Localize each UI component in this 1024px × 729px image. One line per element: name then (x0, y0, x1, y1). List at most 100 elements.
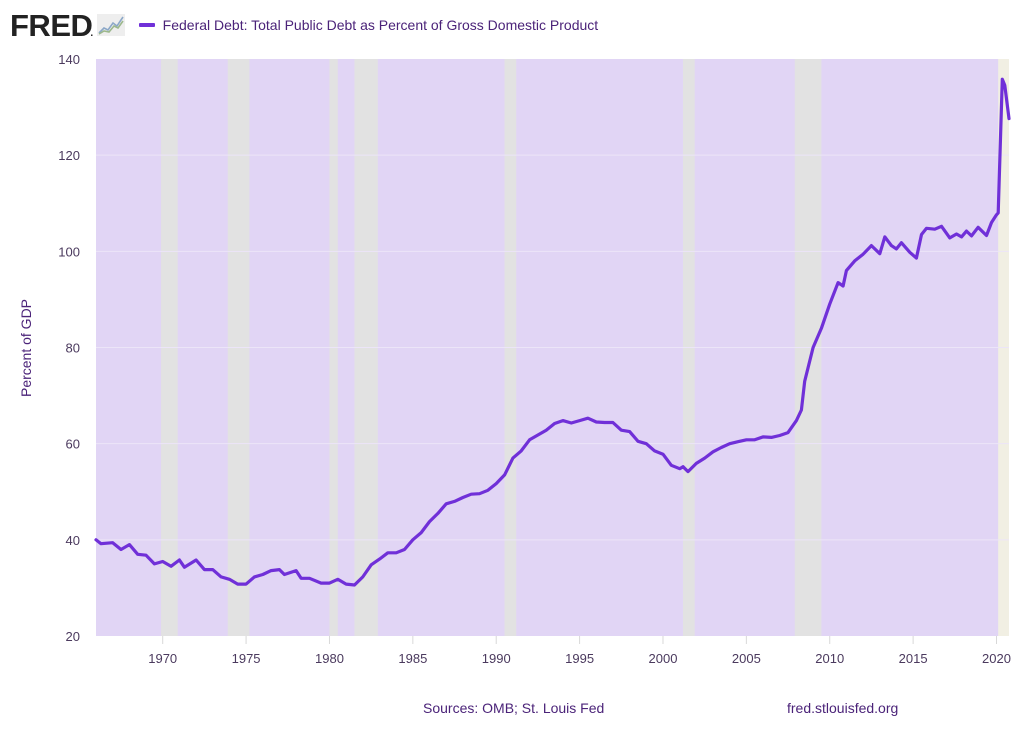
data-point (970, 235, 972, 237)
data-point (925, 227, 927, 229)
y-tick-label: 40 (66, 533, 80, 548)
data-point (395, 552, 397, 554)
data-point (995, 214, 997, 216)
data-point (920, 233, 922, 235)
data-point (800, 409, 802, 411)
data-point (620, 429, 622, 431)
data-point (320, 582, 322, 584)
data-point (345, 583, 347, 585)
data-point (960, 236, 962, 238)
data-point (328, 582, 330, 584)
x-tick-label: 1990 (482, 651, 511, 666)
data-point (136, 553, 138, 555)
data-point (237, 583, 239, 585)
data-point (412, 539, 414, 541)
data-point (111, 542, 113, 544)
data-point (687, 470, 689, 472)
data-point (370, 564, 372, 566)
data-point (337, 578, 339, 580)
legend-label[interactable]: Federal Debt: Total Public Debt as Perce… (162, 17, 599, 33)
x-tick-label: 2020 (982, 651, 1011, 666)
data-point (520, 450, 522, 452)
data-point (1001, 78, 1003, 80)
series-line[interactable] (94, 77, 1011, 587)
data-point (884, 236, 886, 238)
data-point (153, 563, 155, 565)
data-point (453, 500, 455, 502)
data-point (212, 568, 214, 570)
x-tick-label: 2000 (649, 651, 678, 666)
data-point (595, 421, 597, 423)
data-point (495, 482, 497, 484)
data-point (203, 568, 205, 570)
series-layer (94, 77, 1011, 587)
data-point (795, 419, 797, 421)
data-point (428, 520, 430, 522)
data-point (120, 548, 122, 550)
data-point (387, 552, 389, 554)
data-point (662, 453, 664, 455)
data-point (745, 439, 747, 441)
data-point (545, 429, 547, 431)
y-tick-label: 120 (58, 148, 80, 163)
data-point (170, 565, 172, 567)
y-tick-label: 100 (58, 244, 80, 259)
data-point (512, 457, 514, 459)
chart-header: FRED. Federal Debt: Total Public Debt as… (10, 8, 598, 42)
data-point (1008, 117, 1010, 119)
data-point (403, 548, 405, 550)
data-point (804, 380, 806, 382)
data-point (462, 496, 464, 498)
data-point (270, 569, 272, 571)
data-point (445, 503, 447, 505)
data-point (890, 244, 892, 246)
data-point (503, 474, 505, 476)
data-point (487, 489, 489, 491)
data-point (183, 566, 185, 568)
data-point (553, 422, 555, 424)
y-axis-title: Percent of GDP (18, 299, 34, 397)
data-point (195, 559, 197, 561)
data-point (870, 244, 872, 246)
footer-url[interactable]: fred.stlouisfed.org (787, 700, 899, 716)
data-point (842, 285, 844, 287)
y-tick-label: 20 (66, 629, 80, 644)
data-point (997, 212, 999, 214)
data-point (720, 446, 722, 448)
y-tick-label: 80 (66, 341, 80, 356)
data-point (295, 569, 297, 571)
data-point (570, 422, 572, 424)
data-point (812, 346, 814, 348)
data-point (437, 512, 439, 514)
x-axis: 1970 1975 1980 1985 1990 1995 2000 2005 2010 2015… (148, 636, 1011, 666)
data-point (420, 531, 422, 533)
data-point (845, 269, 847, 271)
data-point (128, 543, 130, 545)
data-point (578, 419, 580, 421)
data-point (283, 573, 285, 575)
data-point (678, 467, 680, 469)
x-tick-label: 1995 (565, 651, 594, 666)
data-point (965, 230, 967, 232)
x-tick-label: 1980 (315, 651, 344, 666)
data-point (779, 434, 781, 436)
x-tick-label: 1975 (232, 651, 261, 666)
data-point (470, 493, 472, 495)
y-tick-label: 140 (58, 52, 80, 67)
data-point (985, 234, 987, 236)
data-point (955, 233, 957, 235)
data-point (879, 253, 881, 255)
data-point (703, 457, 705, 459)
data-point (637, 440, 639, 442)
data-point (300, 577, 302, 579)
data-point (854, 260, 856, 262)
fred-logo[interactable]: FRED. (10, 10, 93, 41)
data-point (977, 226, 979, 228)
data-point (909, 251, 911, 253)
data-point (353, 584, 355, 586)
data-point (653, 450, 655, 452)
data-point (362, 576, 364, 578)
data-point (895, 248, 897, 250)
data-point (1004, 84, 1006, 86)
